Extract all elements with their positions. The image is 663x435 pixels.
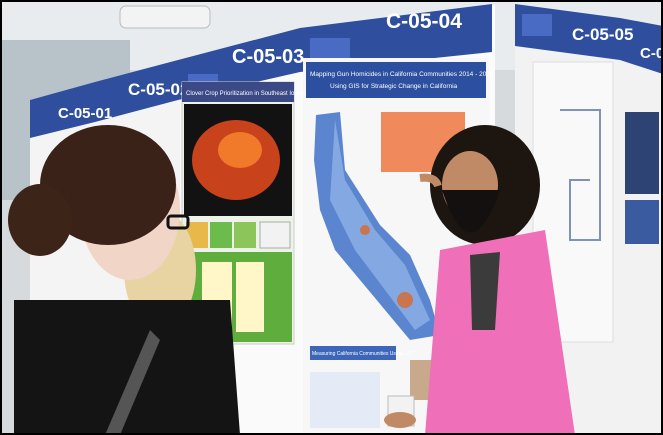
man-beard (442, 190, 500, 233)
man-shirt (470, 252, 500, 330)
booth-label-c0501: C-05-01 (58, 105, 112, 122)
hotspot (360, 225, 370, 235)
woman-jacket (14, 300, 240, 435)
heatmap-hotspot (218, 132, 262, 168)
woman-hair (40, 125, 176, 245)
banner-c0501 (30, 82, 95, 138)
pointing-hand (419, 173, 442, 188)
hair-bun (8, 184, 72, 256)
poster-thumb (259, 221, 291, 249)
poster-clover-table (236, 262, 264, 332)
booth-label-c0504: C-05-04 (386, 10, 462, 33)
booth-label-c0505: C-05-05 (572, 25, 633, 44)
poster-clover-header (182, 82, 294, 102)
poster-california-header (306, 62, 486, 98)
ceiling-fixture (119, 5, 211, 29)
poster-thumb (234, 222, 256, 248)
man-hand (384, 412, 416, 428)
poster-photo (625, 112, 659, 194)
poster-california-bottom-heading: Measuring California Communities Using G… (312, 351, 413, 357)
banner-c0502 (95, 60, 178, 122)
poster-california-title: Mapping Gun Homicides in California Comm… (310, 71, 494, 78)
poster-california-table (310, 372, 380, 428)
hotspot (397, 292, 413, 308)
bag-strap (105, 330, 160, 435)
logo-mark (522, 14, 552, 36)
banner-c05 (620, 18, 663, 74)
california-map-shading (330, 120, 430, 330)
booth-label-c05: C-05 (640, 45, 663, 62)
poster-california-bottom-banner (310, 346, 396, 360)
diagram-lines (560, 109, 601, 241)
poster-photo (625, 200, 659, 244)
poster-thumb (210, 222, 232, 248)
poster-clover-title: Clover Crop Prioritization in Southeast … (186, 91, 303, 97)
poster-california-subtitle: Using GIS for Strategic Change in Califo… (330, 83, 458, 90)
glasses (166, 214, 190, 230)
pink-jacket (425, 230, 575, 435)
booth-label-c0502: C-05-02 (128, 80, 189, 99)
booth-label-c0503: C-05-03 (232, 46, 304, 68)
